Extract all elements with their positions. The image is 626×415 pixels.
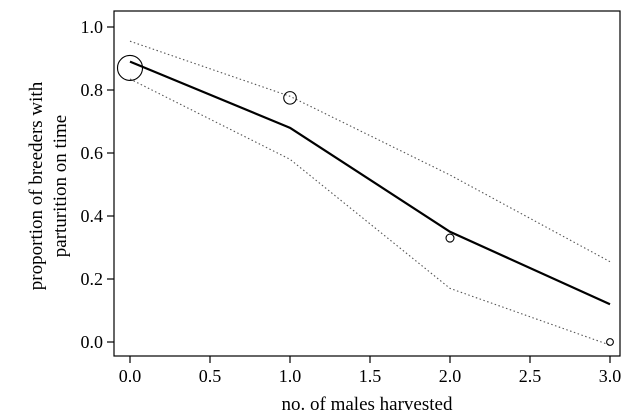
upper-ci-line <box>129 40 611 263</box>
data-point <box>283 91 297 105</box>
y-axis-label-line-2: parturition on time <box>50 115 71 257</box>
series-lines <box>129 40 611 346</box>
y-axis-label: proportion of breeders with parturition … <box>26 81 71 290</box>
lower-ci-line <box>129 78 611 346</box>
x-tick-label: 0.0 <box>119 366 142 386</box>
x-tick-label: 2.0 <box>439 366 462 386</box>
y-axis-label-line-1: proportion of breeders with <box>26 81 47 290</box>
x-tick-label: 1.5 <box>359 366 382 386</box>
x-axis-ticks: 0.0 0.5 1.0 1.5 2.0 2.5 3.0 <box>119 356 622 386</box>
x-tick-label: 0.5 <box>199 366 222 386</box>
fitted-line <box>129 60 611 306</box>
x-axis-label: no. of males harvested <box>282 394 453 415</box>
y-axis-ticks: 0.0 0.2 0.4 0.6 0.8 1.0 <box>81 17 114 352</box>
plot-frame <box>113 10 621 357</box>
data-point <box>116 54 144 81</box>
y-tick-label: 0.8 <box>81 80 104 100</box>
y-tick-label: 0.4 <box>81 206 104 226</box>
x-tick-label: 1.0 <box>279 366 302 386</box>
data-points <box>116 54 614 346</box>
y-tick-label: 0.2 <box>81 269 104 289</box>
data-point <box>606 338 614 346</box>
y-tick-label: 0.0 <box>81 332 104 352</box>
x-tick-label: 2.5 <box>519 366 542 386</box>
x-tick-label: 3.0 <box>599 366 622 386</box>
y-tick-label: 0.6 <box>81 143 104 163</box>
y-tick-label: 1.0 <box>81 17 104 37</box>
data-point <box>445 233 455 243</box>
